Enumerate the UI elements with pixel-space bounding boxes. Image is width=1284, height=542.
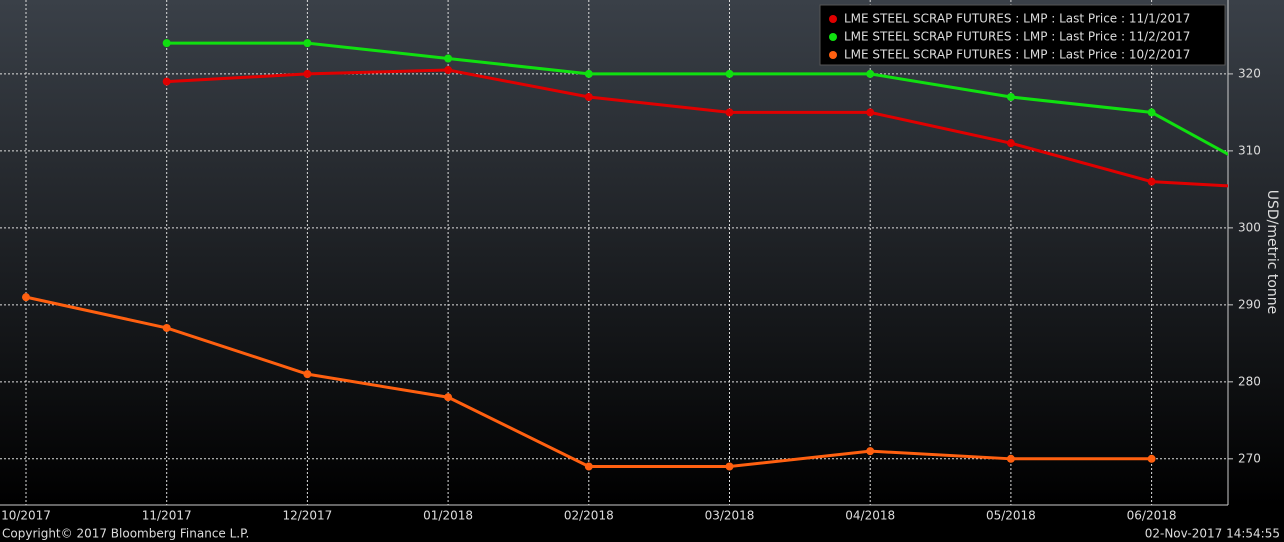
x-tick-label: 10/2017 xyxy=(1,509,51,523)
x-tick-label: 02/2018 xyxy=(564,509,614,523)
legend-marker xyxy=(829,33,837,41)
y-axis-label: USD/metric tonne xyxy=(1264,190,1280,315)
footer-timestamp: 02-Nov-2017 14:54:55 xyxy=(1145,527,1280,541)
legend-label: LME STEEL SCRAP FUTURES : LMP : Last Pri… xyxy=(844,12,1190,26)
data-point xyxy=(444,54,453,63)
y-tick-label: 320 xyxy=(1238,66,1261,80)
data-point xyxy=(444,393,453,402)
footer-copyright: Copyright© 2017 Bloomberg Finance L.P. xyxy=(2,527,249,541)
data-point xyxy=(303,69,312,78)
data-point xyxy=(1147,177,1156,186)
data-point xyxy=(162,39,171,48)
data-point xyxy=(303,39,312,48)
data-point xyxy=(725,69,734,78)
data-point xyxy=(584,92,593,101)
x-tick-label: 01/2018 xyxy=(423,509,473,523)
legend-label: LME STEEL SCRAP FUTURES : LMP : Last Pri… xyxy=(844,48,1190,62)
x-tick-label: 06/2018 xyxy=(1127,509,1177,523)
legend-box xyxy=(819,4,1226,66)
data-point xyxy=(1147,108,1156,117)
data-point xyxy=(22,293,30,302)
data-point xyxy=(725,108,734,117)
data-point xyxy=(303,370,312,379)
data-point xyxy=(162,77,171,86)
x-tick-label: 03/2018 xyxy=(705,509,755,523)
x-tick-label: 05/2018 xyxy=(986,509,1036,523)
data-point xyxy=(584,69,593,78)
data-point xyxy=(866,108,875,117)
data-point xyxy=(866,69,875,78)
data-point xyxy=(584,462,593,471)
y-tick-label: 280 xyxy=(1238,374,1261,388)
y-tick-label: 310 xyxy=(1238,143,1261,157)
legend-marker xyxy=(829,15,837,23)
y-tick-label: 270 xyxy=(1238,451,1261,465)
data-point xyxy=(1006,139,1015,148)
x-tick-label: 04/2018 xyxy=(845,509,895,523)
data-point xyxy=(866,447,875,456)
data-point xyxy=(725,462,734,471)
y-tick-label: 300 xyxy=(1238,220,1261,234)
y-tick-label: 290 xyxy=(1238,297,1261,311)
legend-marker xyxy=(829,51,837,59)
data-point xyxy=(162,323,171,332)
data-point xyxy=(1147,454,1156,463)
data-point xyxy=(1006,92,1015,101)
x-tick-label: 11/2017 xyxy=(142,509,192,523)
data-point xyxy=(444,66,453,75)
data-point xyxy=(1006,454,1015,463)
legend-label: LME STEEL SCRAP FUTURES : LMP : Last Pri… xyxy=(844,30,1190,44)
x-tick-label: 12/2017 xyxy=(282,509,332,523)
plot-background xyxy=(0,0,1284,505)
